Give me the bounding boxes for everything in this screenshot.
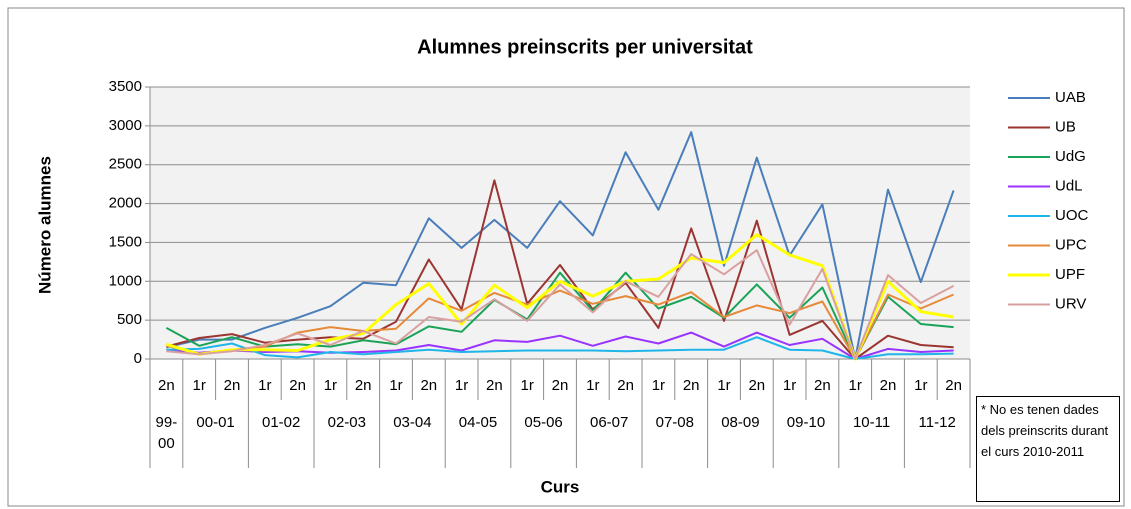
group-label-box: 11-12 [918,414,956,431]
group-label-box: 99-00 [155,414,178,452]
x-tick-label: 2n [617,377,634,394]
x-axis-label: Curs [541,477,580,496]
group-label-box: 06-07 [590,414,629,431]
y-tick-label: 0 [134,350,142,367]
x-tick-label: 2n [945,377,962,394]
group-label-box: 09-10 [786,414,826,431]
x-tick-label: 1r [521,377,534,394]
group-label: 03-04 [393,414,432,431]
group-label: 02-03 [327,414,366,431]
group-label: 99-00 [155,414,178,452]
group-label-box: 02-03 [327,414,366,431]
group-label-box: 07-08 [655,414,694,431]
y-axis-label: Número alumnes [35,156,54,294]
x-tick-label: 2n [486,377,503,394]
x-tick-label: 1r [783,377,796,394]
y-tick-label: 3000 [109,117,142,134]
x-tick-label: 1r [455,377,468,394]
y-tick-label: 2000 [109,195,142,212]
series-line [165,233,954,361]
group-label-box: 03-04 [393,414,432,431]
chart-title: Alumnes preinscrits per universitat [417,36,753,58]
x-tick-label: 1r [914,377,927,394]
group-label: 05-06 [524,414,563,431]
x-tick-label: 2n [158,377,175,394]
x-tick-label: 2n [420,377,437,394]
group-label-box: 04-05 [458,414,498,431]
group-label: 06-07 [590,414,629,431]
legend-label: UOC [1055,207,1089,224]
group-label: 07-08 [655,414,694,431]
legend-label: UPF [1055,266,1085,283]
x-tick-label: 1r [324,377,337,394]
group-label: 08-09 [721,414,760,431]
series-line [166,131,955,360]
series-line [166,336,954,360]
y-tick-label: 1000 [109,272,142,289]
legend-label: UdG [1055,148,1086,165]
y-tick-label: 3500 [109,78,142,95]
x-tick-label: 2n [289,377,306,394]
group-label-box: 00-01 [196,414,235,431]
group-label-box: 05-06 [524,414,563,431]
series-line [166,249,955,360]
y-tick-label: 2500 [109,156,142,173]
group-label: 11-12 [918,414,956,431]
group-label: 04-05 [458,414,498,431]
x-tick-label: 1r [717,377,730,394]
series-line [166,179,954,360]
legend-label: UdL [1055,177,1083,194]
group-label: 00-01 [196,414,235,431]
legend-label: URV [1055,295,1086,312]
y-tick-label: 1500 [109,233,142,250]
annotation: * No es tenen dades dels preinscrits dur… [976,396,1120,502]
x-tick-label: 2n [683,377,700,394]
x-tick-label: 1r [586,377,599,394]
legend-label: UAB [1055,89,1086,106]
x-tick-label: 1r [258,377,271,394]
group-label-box: 08-09 [721,414,760,431]
x-tick-label: 1r [193,377,206,394]
x-tick-label: 2n [748,377,765,394]
legend-label: UB [1055,118,1076,135]
group-label-box: 01-02 [262,414,301,431]
x-tick-label: 2n [880,377,897,394]
group-label-box: 10-11 [852,414,891,431]
series-line [165,271,954,360]
y-tick-label: 500 [117,311,142,328]
legend-label: UPC [1055,236,1087,253]
x-tick-label: 2n [552,377,569,394]
x-tick-label: 1r [389,377,402,394]
x-tick-label: 1r [849,377,862,394]
x-tick-label: 2n [355,377,372,394]
group-label: 01-02 [262,414,301,431]
group-label: 10-11 [852,414,891,431]
group-label: 09-10 [786,414,826,431]
x-tick-label: 2n [224,377,241,394]
x-tick-label: 1r [652,377,665,394]
x-tick-label: 2n [814,377,831,394]
